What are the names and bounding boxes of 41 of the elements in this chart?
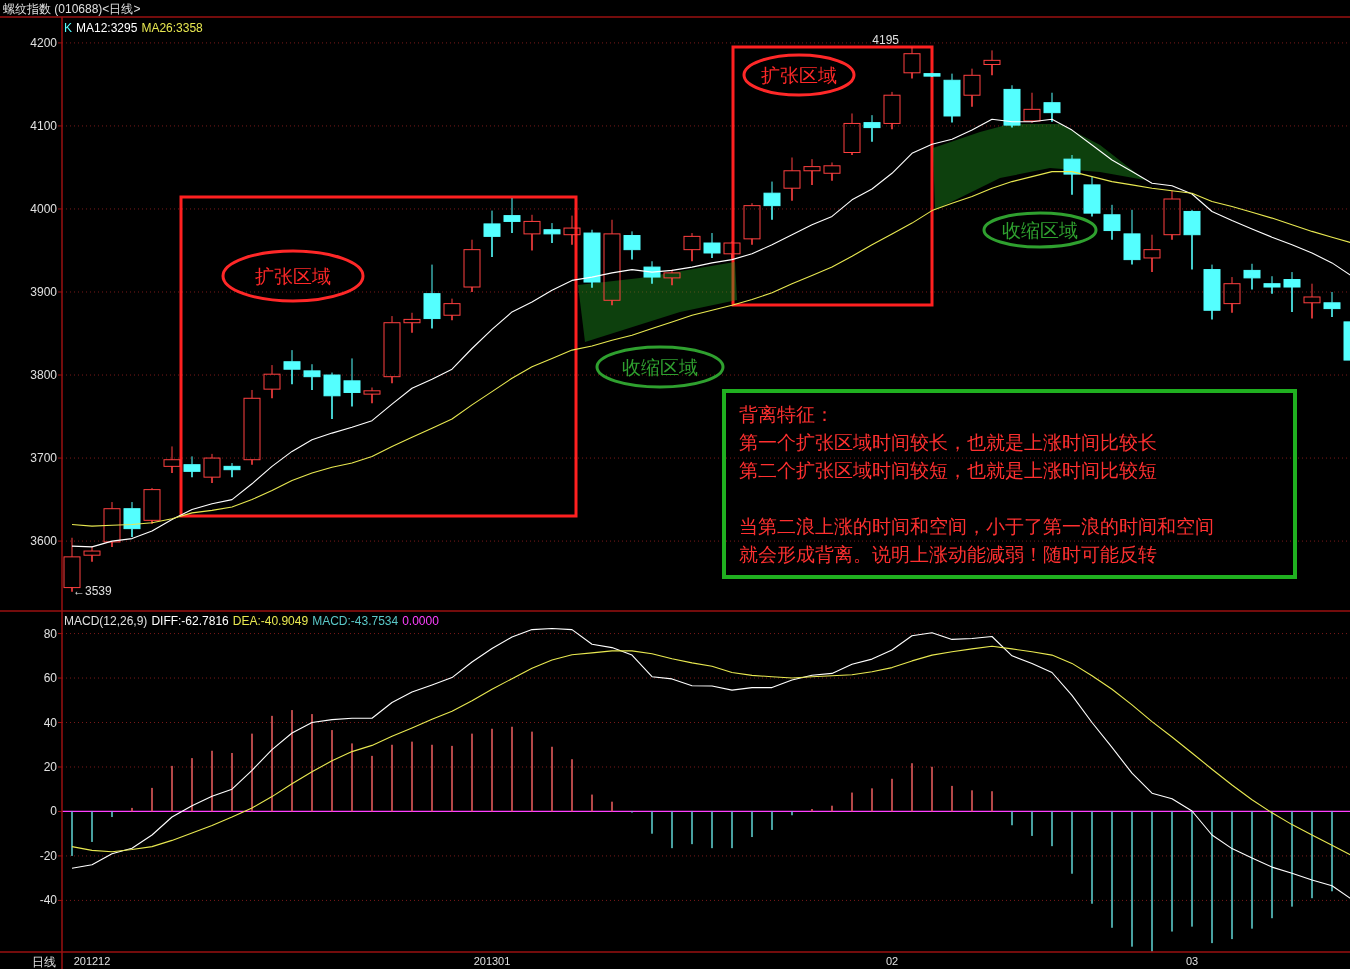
- y-tick-label: 40: [43, 715, 58, 730]
- y-tick-label: 3700: [30, 451, 58, 466]
- chart-title: MACD(12,26,9): [64, 614, 148, 628]
- y-tick-label: -40: [39, 893, 58, 908]
- y-tick-label: 3900: [30, 285, 58, 299]
- y-tick-label: 4100: [30, 118, 58, 133]
- y-tick-label: -20: [39, 848, 58, 863]
- annotation: 背离特征：: [739, 404, 834, 425]
- y-tick-label: 0: [50, 804, 58, 819]
- text: K: [64, 21, 73, 35]
- x-tick-label: 201301: [473, 955, 511, 967]
- y-tick-label: 4200: [30, 35, 58, 50]
- y-tick-label: 3600: [30, 534, 58, 549]
- text: MACD:-43.7534: [312, 614, 399, 628]
- annotation: 扩张区域: [255, 266, 331, 287]
- y-tick-label: 80: [43, 626, 58, 641]
- text: 日线: [32, 955, 56, 969]
- chart-title: 螺纹指数 (010688)<日线>: [3, 2, 141, 16]
- y-tick-label: 60: [43, 671, 58, 686]
- y-tick-label: 20: [43, 759, 58, 774]
- y-tick-label: 3800: [30, 368, 58, 383]
- annotation: 第二个扩张区域时间较短，也就是上涨时间比较短: [739, 460, 1157, 481]
- text: DEA:-40.9049: [232, 614, 309, 628]
- annotation: 收缩区域: [1002, 220, 1078, 241]
- line-series: [71, 645, 1350, 857]
- text: MA12:3295: [76, 21, 138, 35]
- text: DIFF:-62.7816: [151, 614, 230, 628]
- x-tick-label: 02: [885, 955, 899, 967]
- y-tick-label: 4000: [30, 201, 58, 216]
- annotation: 当第二浪上涨的时间和空间，小于了第一浪的时间和空间: [739, 516, 1214, 537]
- annotation: 4195: [872, 33, 900, 47]
- annotation: 收缩区域: [622, 357, 698, 378]
- annotation: ←3539: [73, 584, 113, 598]
- annotation: 第一个扩张区域时间较长，也就是上涨时间比较长: [739, 432, 1157, 453]
- annotation: 扩张区域: [761, 65, 837, 86]
- x-tick-label: 201212: [73, 955, 111, 967]
- ref-line-label: 0.0000: [402, 614, 440, 628]
- annotation: 就会形成背离。说明上涨动能减弱！随时可能反转: [739, 544, 1157, 565]
- line-series: [71, 627, 1350, 901]
- text: MA26:3358: [141, 21, 204, 35]
- x-tick-label: 03: [1185, 955, 1199, 967]
